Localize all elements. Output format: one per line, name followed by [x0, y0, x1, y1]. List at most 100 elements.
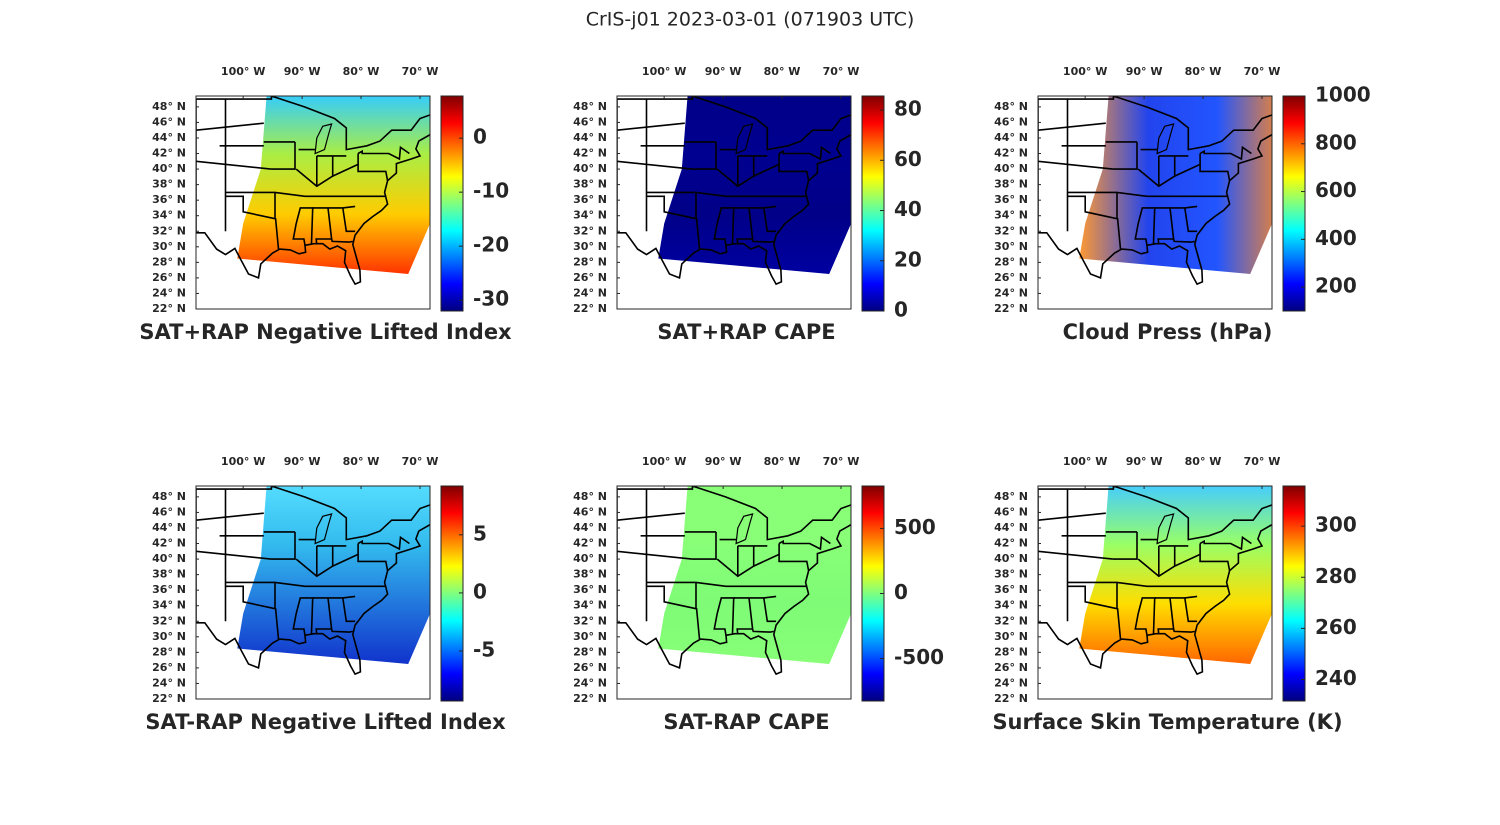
state-border — [763, 597, 777, 623]
state-border — [225, 195, 280, 250]
state-border — [778, 164, 810, 181]
state-border — [225, 581, 387, 588]
lat-tick-label: 32° N — [152, 614, 186, 627]
data-swath — [658, 486, 851, 664]
lat-tick-label: 28° N — [573, 255, 607, 268]
colorbar-tick-label: 0 — [473, 579, 487, 603]
map-content — [196, 486, 430, 676]
state-border — [357, 145, 410, 161]
state-border — [1199, 554, 1231, 571]
colorbar — [1282, 485, 1306, 702]
state-border — [357, 535, 410, 551]
map-frame — [1037, 95, 1273, 310]
state-border — [312, 205, 356, 209]
state-border — [1067, 581, 1229, 588]
map-frame — [195, 485, 431, 700]
lon-tick-label: 80° W — [764, 65, 801, 78]
colorbar-tick-label: 0 — [894, 580, 908, 604]
colorbar-tick-label: 5 — [473, 521, 487, 545]
lat-tick-label: 32° N — [573, 224, 607, 237]
state-border — [778, 535, 831, 551]
lat-tick-label: 28° N — [152, 255, 186, 268]
lat-tick-label: 34° N — [994, 209, 1028, 222]
lat-tick-label: 24° N — [994, 286, 1028, 299]
state-border — [1134, 207, 1156, 246]
state-border — [778, 145, 831, 161]
state-border — [617, 512, 685, 521]
state-border — [778, 554, 810, 571]
lat-tick-label: 28° N — [994, 645, 1028, 658]
colorbar-tick-label: 400 — [1315, 226, 1357, 250]
state-border — [1172, 628, 1195, 633]
panel-title: Surface Skin Temperature (K) — [992, 710, 1342, 734]
lat-tick-label: 40° N — [152, 552, 186, 565]
lat-tick-label: 26° N — [994, 661, 1028, 674]
state-border — [617, 122, 685, 131]
lat-tick-label: 28° N — [994, 255, 1028, 268]
state-border — [312, 595, 356, 599]
lat-tick-label: 36° N — [994, 583, 1028, 596]
state-border — [713, 597, 735, 636]
lat-tick-label: 24° N — [573, 676, 607, 689]
lon-tick-label: 90° W — [1126, 65, 1163, 78]
state-border — [357, 164, 389, 181]
state-border — [691, 141, 717, 170]
state-border — [1067, 585, 1122, 640]
map-panel: 100° W 90° W 80° W 70° W 22° N 24° N 26° N 28° … — [573, 455, 944, 734]
lat-tick-label: 24° N — [152, 676, 186, 689]
lat-tick-label: 36° N — [152, 583, 186, 596]
coastline — [196, 486, 430, 676]
lat-tick-label: 38° N — [573, 178, 607, 191]
state-border — [1157, 597, 1175, 635]
map-frame — [616, 485, 852, 700]
lat-tick-label: 26° N — [573, 271, 607, 284]
lat-tick-label: 36° N — [152, 193, 186, 206]
lat-tick-label: 24° N — [573, 286, 607, 299]
lat-tick-label: 36° N — [573, 583, 607, 596]
colorbar — [1282, 95, 1306, 312]
lat-tick-label: 32° N — [152, 224, 186, 237]
state-border — [691, 531, 717, 560]
map-panel: 100° W 90° W 80° W 70° W 22° N 24° N 26° N 28° … — [573, 65, 922, 344]
lat-tick-label: 30° N — [994, 630, 1028, 643]
colorbar-tick-label: 60 — [894, 147, 922, 171]
lat-tick-label: 48° N — [994, 490, 1028, 503]
lat-tick-label: 40° N — [573, 552, 607, 565]
lake — [1156, 513, 1175, 545]
lat-tick-label: 28° N — [152, 645, 186, 658]
lon-tick-label: 100° W — [221, 455, 265, 468]
state-border — [1134, 597, 1156, 636]
state-border — [225, 585, 280, 640]
state-border — [1172, 238, 1195, 243]
lat-tick-label: 48° N — [573, 490, 607, 503]
lat-tick-label: 28° N — [573, 645, 607, 658]
coastline — [1038, 486, 1272, 676]
lat-tick-label: 30° N — [152, 240, 186, 253]
lat-tick-label: 34° N — [573, 599, 607, 612]
data-swath — [1079, 96, 1272, 274]
state-border — [315, 207, 333, 245]
lat-tick-label: 40° N — [994, 162, 1028, 175]
lon-tick-label: 70° W — [1244, 65, 1281, 78]
lat-tick-label: 44° N — [152, 521, 186, 534]
lake — [314, 123, 333, 155]
lat-tick-label: 44° N — [994, 131, 1028, 144]
state-border — [1112, 531, 1138, 560]
state-border — [292, 207, 314, 246]
lon-tick-label: 90° W — [1126, 455, 1163, 468]
lat-tick-label: 48° N — [152, 100, 186, 113]
state-border — [1199, 145, 1252, 161]
colorbar-tick-label: 200 — [1315, 274, 1357, 298]
lake — [735, 123, 754, 155]
state-border — [342, 597, 356, 623]
lat-tick-label: 22° N — [152, 302, 186, 315]
state-border — [1157, 207, 1175, 245]
state-border — [646, 191, 808, 198]
map-panel: 100° W 90° W 80° W 70° W 22° N 24° N 26° N 28° … — [992, 455, 1356, 734]
lat-tick-label: 46° N — [994, 115, 1028, 128]
panel-title: SAT+RAP Negative Lifted Index — [139, 320, 512, 344]
state-border — [617, 550, 692, 560]
state-border — [1154, 595, 1198, 599]
data-swath — [1079, 486, 1272, 664]
state-border — [1184, 597, 1198, 623]
